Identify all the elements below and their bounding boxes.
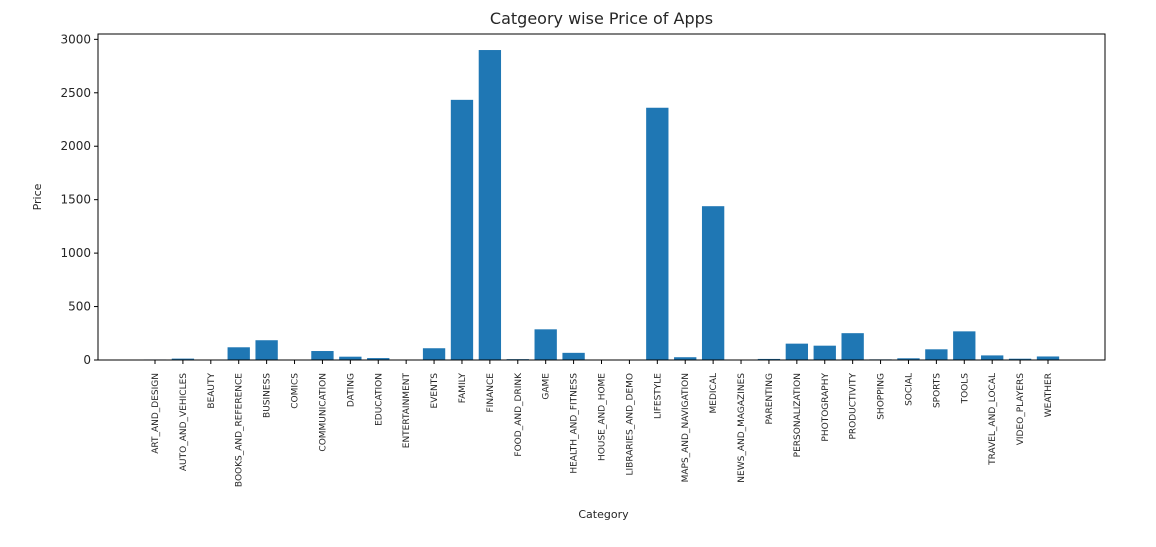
y-tick-label: 500 <box>68 300 91 314</box>
bar-parenting <box>757 358 781 360</box>
bar-health-and-fitness <box>562 352 585 360</box>
x-tick-label: PHOTOGRAPHY <box>821 373 831 442</box>
x-tick-label: LIFESTYLE <box>653 373 663 419</box>
x-tick-label: VIDEO_PLAYERS <box>1016 373 1026 446</box>
bar-weather <box>1036 356 1060 360</box>
bar-dating <box>339 356 362 360</box>
x-tick-label: COMMUNICATION <box>318 373 328 452</box>
x-tick-label: SHOPPING <box>877 373 887 420</box>
x-tick-label: AUTO_AND_VEHICLES <box>179 373 189 471</box>
x-tick-label: BUSINESS <box>263 373 273 418</box>
x-tick-label: FINANCE <box>486 373 496 413</box>
x-tick-label: FOOD_AND_DRINK <box>514 372 524 457</box>
bar-books-and-reference <box>227 347 250 360</box>
x-tick-label: COMICS <box>291 373 301 409</box>
bar-video-players <box>1008 358 1032 360</box>
y-axis-label: Price <box>31 183 44 210</box>
x-tick-label: SOCIAL <box>904 373 914 406</box>
x-tick-label: PARENTING <box>765 373 775 425</box>
bar-medical <box>701 206 725 360</box>
bar-lifestyle <box>646 107 669 360</box>
y-tick-label: 1000 <box>60 246 91 260</box>
x-tick-label: DATING <box>346 373 356 407</box>
bars-group <box>143 50 1060 361</box>
bar-social <box>897 358 920 360</box>
y-tick-label: 2500 <box>60 86 91 100</box>
axes-frame <box>97 33 1106 361</box>
bar-tools <box>953 331 976 360</box>
x-tick-label: BOOKS_AND_REFERENCE <box>235 373 245 487</box>
x-tick-label: SPORTS <box>932 373 942 408</box>
bar-education <box>367 358 390 360</box>
x-tick-label: NEWS_AND_MAGAZINES <box>737 373 747 483</box>
x-axis: ART_AND_DESIGN AUTO_AND_VEHICLES BEAUTY BOO… <box>151 360 1054 487</box>
x-tick-label: EVENTS <box>430 373 440 409</box>
x-tick-label: WEATHER <box>1044 373 1054 417</box>
x-tick-label: ENTERTAINMENT <box>402 373 412 449</box>
bar-finance <box>478 50 502 361</box>
bar-auto-and-vehicles <box>171 358 195 360</box>
x-tick-label: LIBRARIES_AND_DEMO <box>625 373 635 475</box>
bar-photography <box>813 345 836 360</box>
y-tick-label: 1500 <box>60 193 91 207</box>
x-axis-label: Category <box>578 508 629 521</box>
y-tick-label: 2000 <box>60 139 91 153</box>
x-tick-label: TOOLS <box>960 373 970 405</box>
x-tick-label: MEDICAL <box>709 373 719 414</box>
y-tick-label: 0 <box>83 353 91 367</box>
bar-productivity <box>841 333 864 360</box>
bar-sports <box>925 349 948 360</box>
x-tick-label: PRODUCTIVITY <box>849 373 859 440</box>
x-tick-label: BEAUTY <box>207 373 217 409</box>
x-tick-label: HOUSE_AND_HOME <box>598 373 608 461</box>
y-axis: 0 500 1000 1500 2000 2500 3000 <box>60 32 98 367</box>
x-tick-label: GAME <box>542 373 552 400</box>
x-tick-label: PERSONALIZATION <box>793 373 803 457</box>
bar-maps-and-navigation <box>674 357 697 360</box>
bar-business <box>255 340 278 360</box>
x-tick-label: EDUCATION <box>374 373 384 426</box>
bar-communication <box>311 351 334 360</box>
x-tick-label: FAMILY <box>458 373 468 404</box>
bar-game <box>534 329 557 360</box>
bar-personalization <box>785 343 809 360</box>
bar-family <box>450 99 474 360</box>
chart-title: Catgeory wise Price of Apps <box>490 9 713 28</box>
bar-events <box>422 348 446 360</box>
y-tick-label: 3000 <box>60 32 91 46</box>
x-tick-label: TRAVEL_AND_LOCAL <box>988 373 998 466</box>
x-tick-label: MAPS_AND_NAVIGATION <box>681 373 691 482</box>
x-tick-label: HEALTH_AND_FITNESS <box>570 373 580 474</box>
bar-travel-and-local <box>981 355 1004 360</box>
x-tick-label: ART_AND_DESIGN <box>151 373 161 454</box>
